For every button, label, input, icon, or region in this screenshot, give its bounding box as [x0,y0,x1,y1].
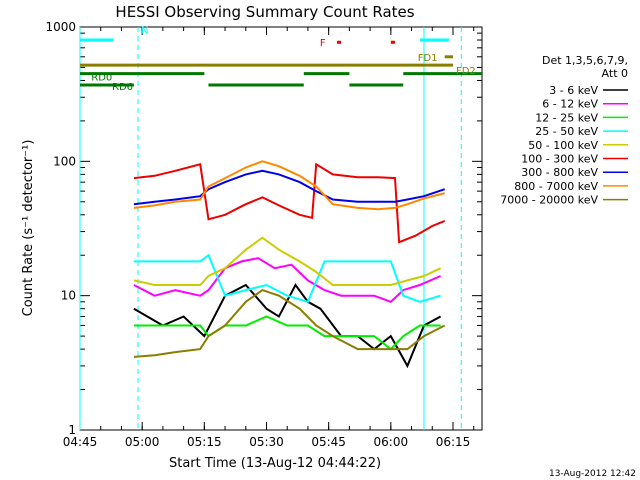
legend-entry-label: 12 - 25 keV [535,111,598,124]
x-tick-label: 04:45 [63,435,98,449]
legend-entry-label: 100 - 300 keV [521,153,598,166]
legend-entry-label: 300 - 800 keV [521,166,598,179]
state-bar-label: FD2 [456,66,476,77]
legend-entry-label: 6 - 12 keV [542,98,598,111]
series-line [133,288,446,358]
series-line [133,253,441,304]
legend-entry-label: 800 - 7000 keV [514,180,598,193]
state-bar-label: FD1 [418,53,438,64]
chart-title: HESSI Observing Summary Count Rates [115,3,414,21]
legend-title-line: Det 1,3,5,6,7,9, [542,54,628,67]
y-axis-label: Count Rate (s⁻¹ detector⁻¹) [21,140,36,317]
series-line [133,283,442,369]
x-tick-label: 06:00 [374,435,409,449]
x-tick-label: 05:15 [187,435,222,449]
state-bar-label: N [141,25,148,36]
timestamp-label: 13-Aug-2012 12:42 [549,469,636,479]
plot-frame [79,26,483,431]
y-tick-label: 1000 [45,20,76,34]
x-tick-label: 06:15 [436,435,471,449]
series-line [133,162,446,244]
legend-entry-label: 7000 - 20000 keV [500,194,598,207]
legend-title-line: Att 0 [602,67,628,80]
x-tick-label: 05:00 [125,435,160,449]
x-tick-label: 05:30 [249,435,284,449]
series-line [133,160,445,211]
state-bar-label: RD6 [112,82,133,93]
y-tick-label: 100 [53,154,76,168]
state-bar-label: F [320,38,326,49]
state-bar-label: RD0 [91,73,112,84]
plot-area: 04:45 05:00 05:15 05:30 05:45 06:00 06:15 1 10 10… [45,20,483,449]
series-line [133,236,442,286]
y-tick-label: 1 [68,423,76,437]
series-line [133,315,441,351]
legend-entry-label: 3 - 6 keV [549,84,598,97]
series-line [133,169,446,206]
y-tick-label: 10 [61,289,76,303]
x-tick-label: 05:45 [311,435,346,449]
x-axis-label: Start Time (13-Aug-12 04:44:22) [169,456,381,471]
legend-entry-label: 50 - 100 keV [528,139,598,152]
series-line [133,257,441,303]
legend-entry-label: 25 - 50 keV [535,125,598,138]
